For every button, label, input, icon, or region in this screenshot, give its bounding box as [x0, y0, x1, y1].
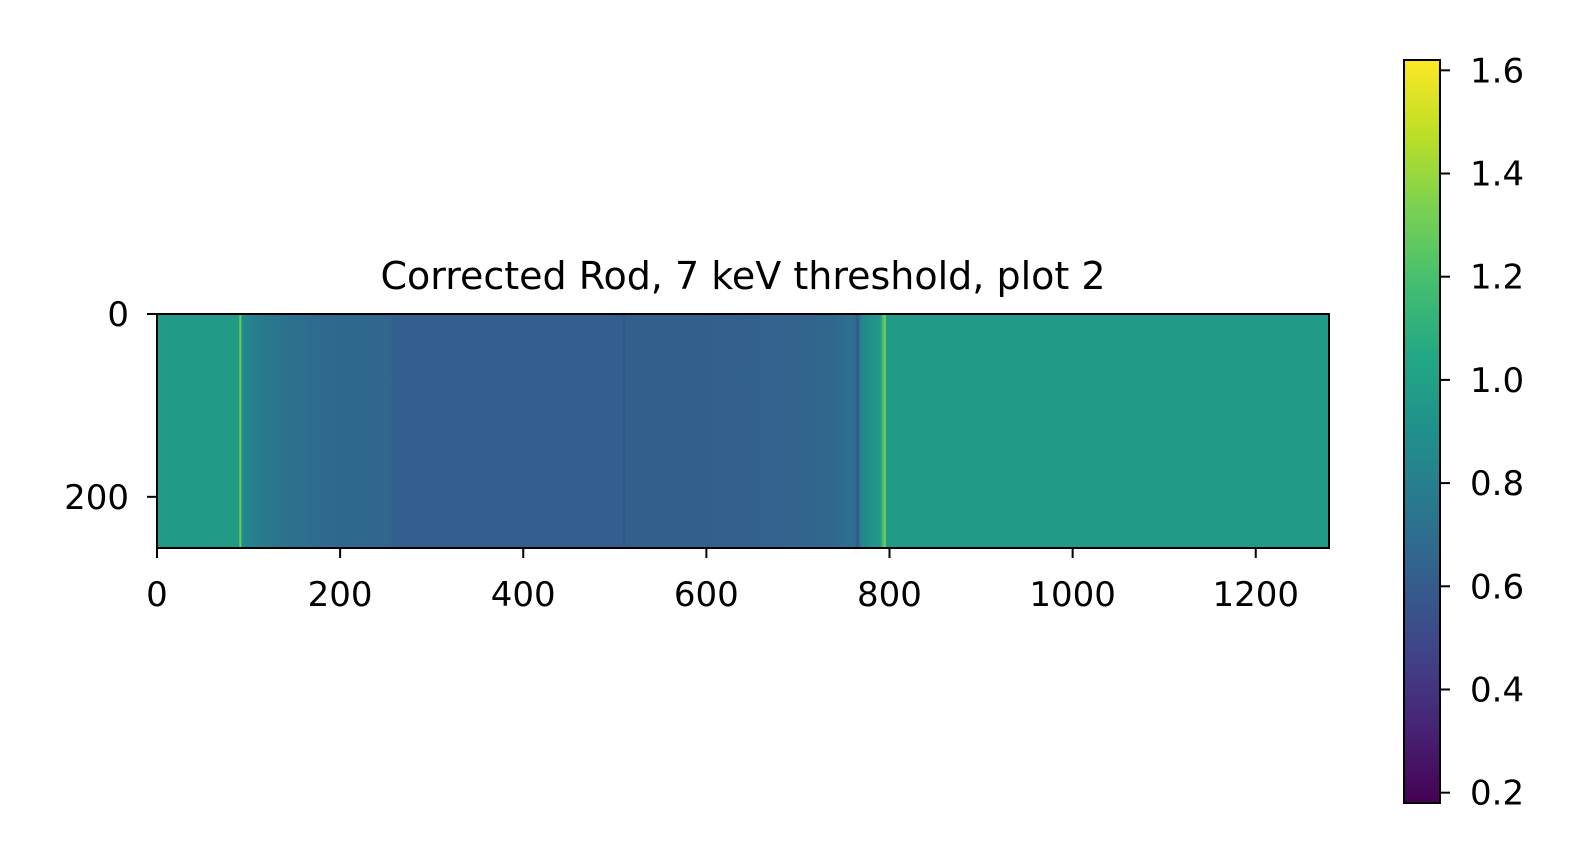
x-tick-label: 200 — [308, 575, 373, 615]
x-axis: 0 200 400 600 800 1000 1200 — [146, 548, 1299, 615]
plot-frame — [156, 313, 1330, 549]
x-tick-label: 800 — [857, 575, 922, 615]
x-tick-label: 400 — [491, 575, 556, 615]
colorbar-tick-label: 0.6 — [1470, 567, 1524, 607]
colorbar-tick-label: 0.2 — [1470, 774, 1524, 814]
colorbar-tick-label: 1.0 — [1470, 361, 1524, 401]
colorbar: 0.2 0.4 0.6 0.8 1.0 1.2 1.4 1.6 — [1403, 51, 1524, 814]
x-tick-label: 1200 — [1212, 575, 1299, 615]
colorbar-gradient — [1403, 59, 1441, 804]
x-tick-label: 1000 — [1029, 575, 1116, 615]
heatmap-fill — [157, 314, 1329, 548]
colorbar-tick-label: 1.6 — [1470, 51, 1524, 91]
colorbar-tick-label: 1.4 — [1470, 155, 1524, 195]
colorbar-tick-label: 0.8 — [1470, 464, 1524, 504]
colorbar-tick-label: 1.2 — [1470, 258, 1524, 298]
heatmap-image — [156, 313, 1330, 549]
x-tick-label: 0 — [146, 575, 168, 615]
x-tick-label: 600 — [674, 575, 739, 615]
y-axis: 0 200 — [64, 295, 157, 518]
colorbar-tick-label: 0.4 — [1470, 670, 1524, 710]
y-tick-label: 200 — [64, 478, 129, 518]
chart-title: Corrected Rod, 7 keV threshold, plot 2 — [380, 254, 1105, 298]
y-tick-label: 0 — [107, 295, 129, 335]
